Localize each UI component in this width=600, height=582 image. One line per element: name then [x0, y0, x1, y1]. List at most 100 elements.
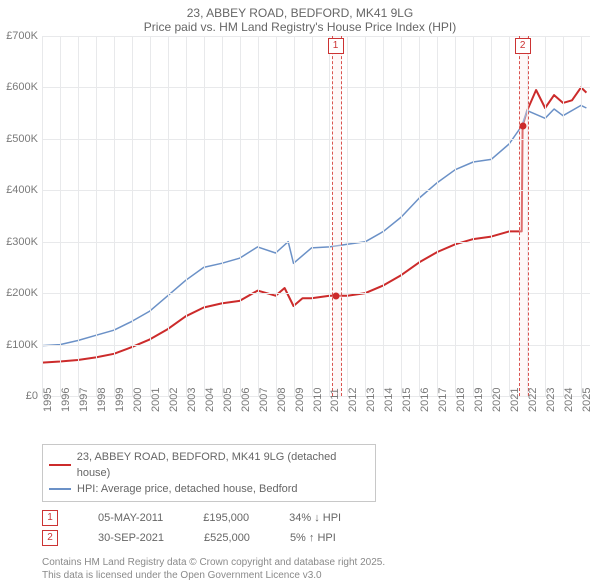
- gridline-v: [78, 36, 79, 396]
- x-tick-label: 2012: [347, 388, 359, 412]
- x-axis-labels: 1995199619971998199920002001200220032004…: [42, 396, 590, 436]
- gridline-v: [473, 36, 474, 396]
- y-tick-label: £200K: [0, 287, 38, 299]
- marker-badge: 1: [42, 510, 58, 526]
- plot-surface: £0£100K£200K£300K£400K£500K£600K£700K12: [42, 36, 590, 396]
- x-tick-label: 2005: [222, 388, 234, 412]
- x-tick-label: 2018: [455, 388, 467, 412]
- gridline-h: [42, 139, 590, 140]
- marker-badge: 2: [42, 530, 58, 546]
- x-tick-label: 2001: [150, 388, 162, 412]
- x-tick-label: 2015: [401, 388, 413, 412]
- x-tick-label: 2013: [365, 388, 377, 412]
- marker-band: [519, 36, 529, 396]
- gridline-h: [42, 293, 590, 294]
- marker-delta: 5% ↑ HPI: [290, 528, 336, 548]
- marker-date: 05-MAY-2011: [98, 508, 163, 528]
- x-tick-label: 1999: [114, 388, 126, 412]
- markers-table: 1 05-MAY-2011 £195,000 34% ↓ HPI 2 30-SE…: [42, 508, 590, 548]
- x-tick-label: 2000: [132, 388, 144, 412]
- legend-label: 23, ABBEY ROAD, BEDFORD, MK41 9LG (detac…: [77, 449, 369, 481]
- gridline-v: [365, 36, 366, 396]
- footer-line: Contains HM Land Registry data © Crown c…: [42, 556, 590, 569]
- gridline-v: [312, 36, 313, 396]
- y-tick-label: £100K: [0, 339, 38, 351]
- gridline-v: [150, 36, 151, 396]
- x-tick-label: 2017: [437, 388, 449, 412]
- series-svg: [42, 36, 590, 396]
- x-tick-label: 1998: [96, 388, 108, 412]
- title-subtitle: Price paid vs. HM Land Registry's House …: [0, 20, 600, 34]
- marker-dot: [519, 123, 526, 130]
- chart-container: 23, ABBEY ROAD, BEDFORD, MK41 9LG Price …: [0, 0, 600, 560]
- marker-flag: 2: [515, 38, 531, 54]
- x-tick-label: 2021: [509, 388, 521, 412]
- x-tick-label: 2010: [312, 388, 324, 412]
- gridline-v: [491, 36, 492, 396]
- legend-row: HPI: Average price, detached house, Bedf…: [49, 481, 369, 497]
- marker-dot: [332, 292, 339, 299]
- series-line-price_paid: [42, 87, 586, 362]
- title-block: 23, ABBEY ROAD, BEDFORD, MK41 9LG Price …: [0, 0, 600, 36]
- x-tick-label: 2006: [240, 388, 252, 412]
- x-tick-label: 2024: [563, 388, 575, 412]
- gridline-v: [581, 36, 582, 396]
- marker-flag: 1: [328, 38, 344, 54]
- gridline-h: [42, 345, 590, 346]
- chart-area: £0£100K£200K£300K£400K£500K£600K£700K12: [42, 36, 590, 396]
- gridline-v: [222, 36, 223, 396]
- legend-label: HPI: Average price, detached house, Bedf…: [77, 481, 298, 497]
- x-tick-label: 1997: [78, 388, 90, 412]
- x-tick-label: 2022: [527, 388, 539, 412]
- y-tick-label: £600K: [0, 81, 38, 93]
- gridline-v: [42, 36, 43, 396]
- x-tick-label: 1995: [42, 388, 54, 412]
- marker-band: [332, 36, 342, 396]
- gridline-v: [329, 36, 330, 396]
- y-tick-label: £0: [0, 390, 38, 402]
- gridline-v: [204, 36, 205, 396]
- x-tick-label: 2003: [186, 388, 198, 412]
- gridline-v: [383, 36, 384, 396]
- gridline-v: [347, 36, 348, 396]
- gridline-v: [509, 36, 510, 396]
- x-tick-label: 2011: [329, 388, 341, 412]
- x-tick-label: 1996: [60, 388, 72, 412]
- gridline-v: [96, 36, 97, 396]
- gridline-v: [276, 36, 277, 396]
- footer-line: This data is licensed under the Open Gov…: [42, 569, 590, 582]
- y-tick-label: £300K: [0, 236, 38, 248]
- marker-delta: 34% ↓ HPI: [289, 508, 341, 528]
- x-tick-label: 2009: [294, 388, 306, 412]
- series-line-hpi: [42, 105, 586, 345]
- marker-date: 30-SEP-2021: [98, 528, 164, 548]
- gridline-v: [294, 36, 295, 396]
- x-tick-label: 2019: [473, 388, 485, 412]
- gridline-v: [114, 36, 115, 396]
- gridline-v: [132, 36, 133, 396]
- x-tick-label: 2004: [204, 388, 216, 412]
- y-tick-label: £400K: [0, 184, 38, 196]
- gridline-v: [419, 36, 420, 396]
- legend-swatch: [49, 464, 71, 466]
- legend-row: 23, ABBEY ROAD, BEDFORD, MK41 9LG (detac…: [49, 449, 369, 481]
- x-tick-label: 2016: [419, 388, 431, 412]
- gridline-v: [60, 36, 61, 396]
- gridline-h: [42, 190, 590, 191]
- x-tick-label: 2023: [545, 388, 557, 412]
- legend-swatch: [49, 488, 71, 490]
- gridline-v: [563, 36, 564, 396]
- gridline-v: [545, 36, 546, 396]
- gridline-v: [455, 36, 456, 396]
- marker-price: £195,000: [203, 508, 249, 528]
- y-tick-label: £700K: [0, 30, 38, 42]
- marker-row: 1 05-MAY-2011 £195,000 34% ↓ HPI: [42, 508, 590, 528]
- legend: 23, ABBEY ROAD, BEDFORD, MK41 9LG (detac…: [42, 444, 376, 502]
- y-tick-label: £500K: [0, 133, 38, 145]
- gridline-h: [42, 87, 590, 88]
- gridline-v: [258, 36, 259, 396]
- marker-price: £525,000: [204, 528, 250, 548]
- x-tick-label: 2007: [258, 388, 270, 412]
- marker-row: 2 30-SEP-2021 £525,000 5% ↑ HPI: [42, 528, 590, 548]
- gridline-h: [42, 242, 590, 243]
